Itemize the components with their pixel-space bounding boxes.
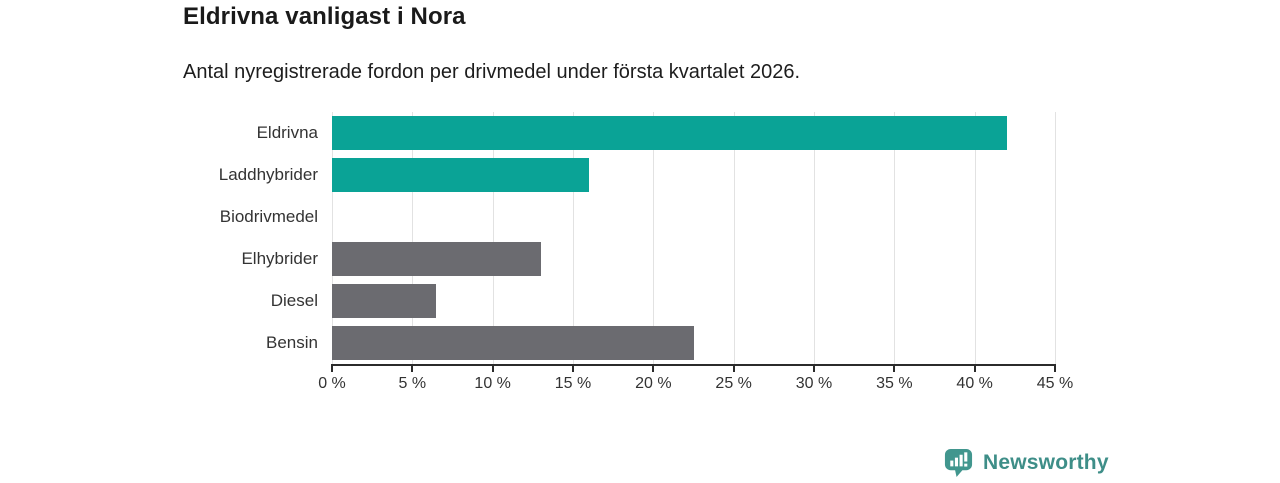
gridline-5 <box>412 112 414 364</box>
gridline-15 <box>573 112 574 364</box>
x-tick-label-10: 10 % <box>474 375 511 392</box>
x-tick-label-30: 30 % <box>795 375 833 392</box>
category-label-bensin: Bensin <box>266 333 318 352</box>
gridline-35 <box>894 112 896 364</box>
gridline-20 <box>653 112 655 364</box>
x-tick-30 <box>813 366 815 372</box>
bar-laddhybrider <box>332 158 590 192</box>
gridline-25 <box>733 112 735 364</box>
bar-elhybrider <box>332 242 541 276</box>
x-tick-15 <box>572 366 574 372</box>
x-tick-label-5: 5 % <box>398 375 427 392</box>
gridline-45 <box>1055 112 1056 364</box>
x-tick-label-40: 40 % <box>956 375 993 392</box>
category-label-diesel: Diesel <box>270 291 318 310</box>
brand-logo: Newsworthy <box>943 447 1109 478</box>
x-axis: 0 % 5 % 10 % 15 % 20 % 25 % 30 % 35 % 40 % 45 % <box>318 364 1073 404</box>
gridline-0 <box>332 112 333 364</box>
x-tick-20 <box>652 366 655 372</box>
newsworthy-bubble-barchart-icon <box>943 447 974 478</box>
x-axis-line <box>331 364 1056 366</box>
x-tick-25 <box>732 366 735 372</box>
category-label-biodrivmedel: Biodrivmedel <box>219 207 318 226</box>
x-tick-label-15: 15 % <box>554 375 592 392</box>
bar-bensin <box>332 326 694 360</box>
bar-eldrivna <box>332 116 1007 150</box>
x-tick-0 <box>331 366 333 372</box>
x-tick-label-45: 45 % <box>1036 375 1074 392</box>
x-tick-5 <box>411 366 414 372</box>
x-tick-label-25: 25 % <box>715 375 752 392</box>
x-tick-label-0: 0 % <box>318 375 346 392</box>
gridline-40 <box>974 112 976 364</box>
x-tick-45 <box>1054 366 1056 372</box>
category-label-laddhybrider: Laddhybrider <box>218 165 318 184</box>
plot-area <box>332 112 1056 364</box>
category-labels: Eldrivna Laddhybrider Biodrivmedel Elhybrid… <box>0 112 318 364</box>
category-label-eldrivna: Eldrivna <box>256 123 318 142</box>
chart-subtitle: Antal nyregistrerade fordon per drivmede… <box>183 61 801 83</box>
gridline-30 <box>814 112 815 364</box>
gridline-10 <box>492 112 494 364</box>
chart-title: Eldrivna vanligast i Nora <box>183 3 466 30</box>
x-tick-40 <box>973 366 976 372</box>
x-tick-10 <box>491 366 494 372</box>
bar-diesel <box>332 284 437 318</box>
x-tick-label-20: 20 % <box>635 375 672 392</box>
x-tick-label-35: 35 % <box>876 375 913 392</box>
brand-name: Newsworthy <box>983 450 1109 474</box>
category-label-elhybrider: Elhybrider <box>241 249 318 268</box>
x-tick-35 <box>893 366 896 372</box>
